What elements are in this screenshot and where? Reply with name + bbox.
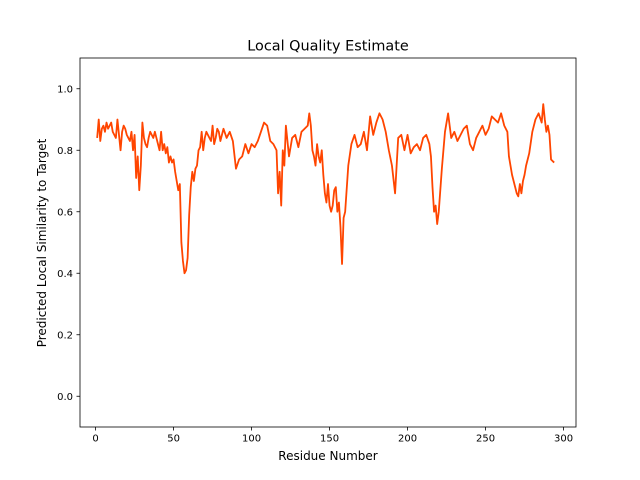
x-axis: 0 50 100 150 200 250 300 [92,427,573,445]
x-tick-label: 150 [320,434,339,445]
y-tick-label: 0.8 [57,146,73,157]
x-axis-label: Residue Number [278,449,377,463]
x-tick-label: 250 [476,434,495,445]
plot-frame [79,57,577,428]
series-line-0 [96,103,555,275]
x-tick-label: 300 [554,434,573,445]
y-axis-label: Predicted Local Similarity to Target [35,138,49,347]
y-tick-label: 0.4 [57,269,73,280]
x-tick-label: 200 [398,434,417,445]
y-tick-label: 0.2 [57,330,73,341]
y-axis: 0.0 0.2 0.4 0.6 0.8 1.0 [57,84,80,403]
y-tick-label: 0.0 [57,392,73,403]
x-tick-label: 100 [242,434,261,445]
y-tick-label: 0.6 [57,207,73,218]
x-tick-label: 50 [167,434,180,445]
x-tick-label: 0 [92,434,98,445]
chart-title: Local Quality Estimate [247,39,409,55]
y-tick-label: 1.0 [57,84,73,95]
plot-area [96,103,555,275]
